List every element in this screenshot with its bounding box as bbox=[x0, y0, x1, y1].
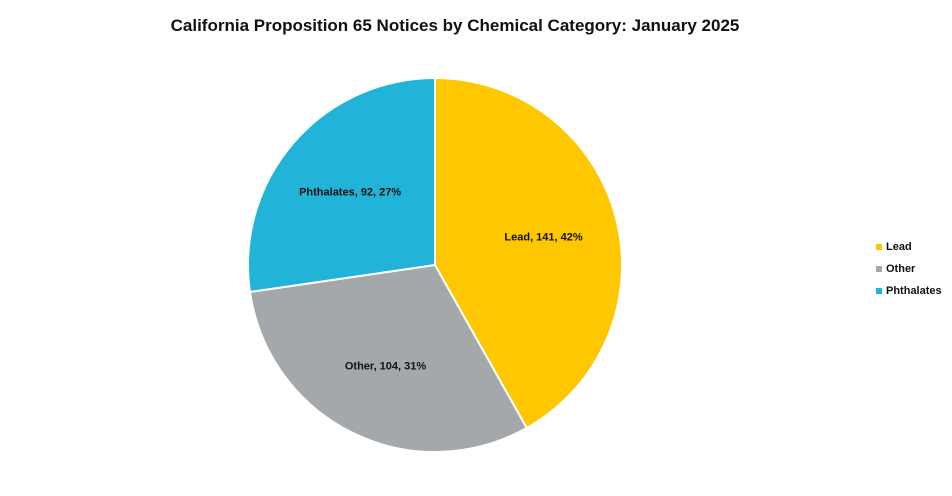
pie-slice-other bbox=[248, 263, 529, 453]
legend-swatch bbox=[876, 266, 882, 272]
legend-label: Phthalates bbox=[886, 285, 942, 297]
data-label-other: Other, 104, 31% bbox=[345, 361, 427, 373]
chart-title: California Proposition 65 Notices by Che… bbox=[170, 16, 740, 35]
data-label-phthalates: Phthalates, 92, 27% bbox=[299, 187, 401, 199]
pie-slice-lead bbox=[434, 76, 623, 430]
legend-swatch bbox=[876, 288, 882, 294]
legend-item-other: Other bbox=[876, 258, 942, 280]
legend-label: Lead bbox=[886, 241, 912, 253]
legend-item-phthalates: Phthalates bbox=[876, 280, 942, 302]
legend-item-lead: Lead bbox=[876, 236, 942, 258]
legend-swatch bbox=[876, 244, 882, 250]
data-label-lead: Lead, 141, 42% bbox=[504, 232, 582, 244]
legend-label: Other bbox=[886, 263, 916, 275]
legend: Lead Other Phthalates bbox=[876, 236, 942, 302]
pie-slice-phthalates bbox=[247, 76, 436, 294]
